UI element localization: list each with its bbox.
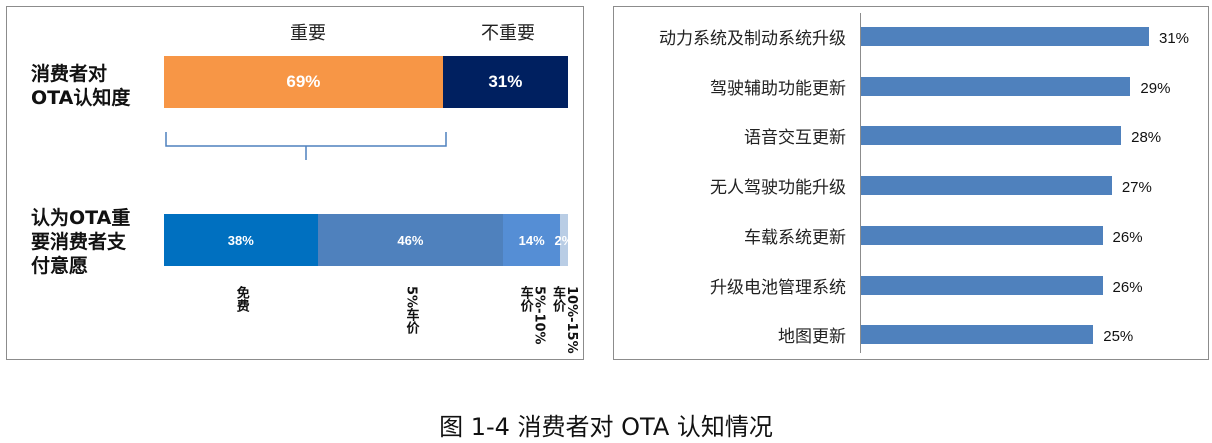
segment-1-2: 14% bbox=[503, 214, 560, 266]
feature-bar bbox=[861, 325, 1094, 345]
feature-value-label: 26% bbox=[1112, 278, 1143, 296]
figure-caption: 图 1-4 消费者对 OTA 认知情况 bbox=[439, 413, 773, 441]
payment-category-label: 5%车价 bbox=[403, 286, 419, 335]
feature-bar bbox=[861, 76, 1131, 96]
feature-value-label: 28% bbox=[1131, 129, 1162, 147]
feature-value-label: 25% bbox=[1103, 328, 1134, 346]
feature-value-label: 29% bbox=[1140, 79, 1171, 97]
header-important: 重要 bbox=[290, 23, 326, 44]
feature-bar bbox=[861, 126, 1122, 146]
feature-bar bbox=[861, 27, 1149, 46]
feature-value-label: 31% bbox=[1159, 30, 1190, 47]
feature-value-label: 26% bbox=[1112, 228, 1143, 246]
segment-0-0: 69% bbox=[164, 56, 443, 108]
ota-feature-chart-panel: 动力系统及制动系统升级 31% 驾驶辅助功能更新 29% 语音交互更新 28% 无人驾驶功能… bbox=[613, 6, 1209, 360]
segment-1-0: 38% bbox=[164, 214, 318, 266]
awareness-chart-panel: 重要 不重要 消费者对 OTA认知度 认为OTA重 要消费者支 付意愿 69% 3… bbox=[6, 6, 584, 360]
feature-bar bbox=[861, 225, 1103, 245]
segment-1-3: 2% bbox=[555, 214, 573, 266]
payment-category-label: 免费 bbox=[233, 286, 249, 312]
feature-category-label: 升级电池管理系统 bbox=[710, 277, 846, 298]
feature-category-label: 动力系统及制动系统升级 bbox=[659, 29, 846, 49]
category-axis bbox=[860, 13, 861, 353]
segment-0-1: 31% bbox=[442, 56, 568, 108]
header-not-important: 不重要 bbox=[481, 23, 535, 44]
feature-category-label: 车载系统更新 bbox=[744, 227, 846, 248]
row-label-awareness: 消费者对 OTA认知度 bbox=[31, 63, 131, 109]
payment-category-label: 5%-10% 车价 bbox=[517, 286, 547, 345]
feature-category-label: 地图更新 bbox=[778, 327, 846, 348]
brace-icon bbox=[165, 132, 447, 160]
payment-category-label: 10%-15% 车价 bbox=[549, 286, 579, 354]
feature-category-label: 驾驶辅助功能更新 bbox=[710, 78, 846, 99]
feature-category-label: 语音交互更新 bbox=[744, 128, 846, 149]
feature-value-label: 27% bbox=[1121, 179, 1152, 197]
row-label-willingness: 认为OTA重 要消费者支 付意愿 bbox=[31, 207, 131, 277]
feature-bar bbox=[861, 176, 1112, 196]
feature-category-label: 无人驾驶功能升级 bbox=[710, 178, 846, 199]
segment-1-1: 46% bbox=[317, 214, 504, 266]
feature-bar bbox=[861, 275, 1103, 295]
